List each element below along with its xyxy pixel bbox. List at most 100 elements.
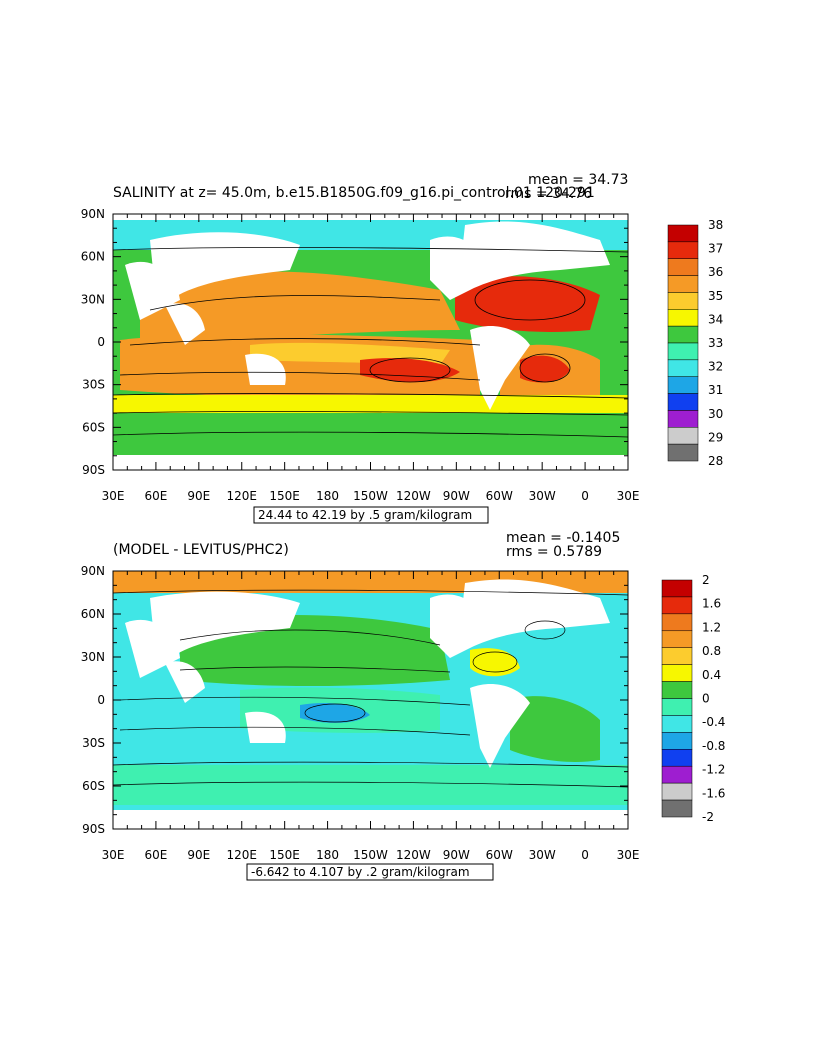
colorbar-label: 30 [708,407,723,421]
colorbar-swatch [668,377,698,394]
y-tick-label: 60N [81,250,105,264]
colorbar-swatch [668,225,698,242]
colorbar-swatch [662,597,692,614]
x-tick-label: 0 [581,848,589,862]
x-tick-label: 150W [353,489,388,503]
x-tick-label: 0 [581,489,589,503]
colorbar-label: -2 [702,810,714,824]
colorbar-label: 35 [708,289,723,303]
x-tick-label: 150E [269,848,300,862]
colorbar-swatch [662,665,692,682]
rms-stat: rms = 0.5789 [506,544,602,560]
y-tick-label: 30S [82,736,105,750]
colorbar-swatch [662,699,692,716]
x-tick-label: 180 [316,489,339,503]
colorbar-label: 1.6 [702,597,721,611]
y-tick-label: 30N [81,650,105,664]
colorbar-label: -1.2 [702,763,725,777]
x-tick-label: 30E [617,489,640,503]
colorbar-swatch [662,715,692,732]
x-tick-label: 120E [227,489,258,503]
colorbar-swatch [668,292,698,309]
x-axis-labels: 30E60E90E120E150E180150W120W90W60W30W030… [102,489,640,503]
colorbar-label: 0.4 [702,668,721,682]
colorbar-label: 36 [708,265,723,279]
colorbar-swatch [668,242,698,259]
x-tick-label: 30W [529,489,556,503]
y-tick-label: 90S [82,822,105,836]
y-tick-label: 30N [81,292,105,306]
y-axis-labels: 90N 60N 30N 0 30S 60S 90S [81,207,105,477]
colorbar-swatch [662,580,692,597]
colorbar-label: 28 [708,454,723,468]
x-tick-label: 150E [269,489,300,503]
x-tick-label: 90W [443,489,470,503]
x-tick-label: 60E [144,489,167,503]
y-tick-label: 60N [81,607,105,621]
panel-salinity: SALINITY at z= 45.0m, b.e15.B1850G.f09_g… [81,172,724,523]
colorbar-swatch [662,682,692,699]
colorbar-label: -1.6 [702,786,725,800]
colorbar-swatch [668,427,698,444]
y-tick-label: 60S [82,779,105,793]
y-tick-label: 90N [81,207,105,221]
rms-stat: rms = 34.76 [505,186,592,202]
x-tick-label: 90W [443,848,470,862]
colorbar-swatch [662,800,692,817]
colorbar-swatch [668,360,698,377]
x-tick-label: 30E [617,848,640,862]
colorbar-swatch [668,444,698,461]
colorbar-label: 34 [708,312,723,326]
y-tick-label: 60S [82,420,105,434]
colorbar-swatch [662,631,692,648]
y-tick-label: 0 [97,693,105,707]
x-tick-label: 90E [187,489,210,503]
colorbar-label: 32 [708,360,723,374]
colorbar: 2 1.6 1.2 0.8 0.4 0 -0.4 -0.8 -1.2 -1.6 -2 [662,573,725,824]
colorbar-label: 0 [702,692,710,706]
colorbar-swatch [662,766,692,783]
colorbar-swatch [662,648,692,665]
colorbar-swatch [668,326,698,343]
panel-title: (MODEL - LEVITUS/PHC2) [113,542,289,558]
x-axis-labels: 30E60E90E120E150E180150W120W90W60W30W030… [102,848,640,862]
y-axis-labels: 90N 60N 30N 0 30S 60S 90S [81,564,105,836]
x-tick-label: 180 [316,848,339,862]
colorbar-label: -0.4 [702,715,725,729]
colorbar-label: 38 [708,218,723,232]
y-tick-label: 90S [82,463,105,477]
colorbar-swatch [668,410,698,427]
x-tick-label: 30W [529,848,556,862]
x-tick-label: 120W [396,489,431,503]
colorbar-label: 1.2 [702,620,721,634]
x-tick-label: 150W [353,848,388,862]
x-tick-label: 60W [486,848,513,862]
colorbar-label: -0.8 [702,739,725,753]
colorbar-swatch [668,276,698,293]
x-tick-label: 120W [396,848,431,862]
zone-southern-yellow [113,395,628,413]
colorbar-label: 2 [702,573,710,587]
panel-difference: (MODEL - LEVITUS/PHC2) mean = -0.1405 rm… [81,530,726,880]
map-field [113,571,628,829]
colorbar-label: 0.8 [702,644,721,658]
colorbar-swatch [662,749,692,766]
x-tick-label: 60E [144,848,167,862]
range-note: 24.44 to 42.19 by .5 gram/kilogram [258,508,472,522]
y-tick-label: 90N [81,564,105,578]
colorbar-swatch [668,259,698,276]
colorbar-swatch [662,614,692,631]
x-tick-label: 120E [227,848,258,862]
y-tick-label: 30S [82,378,105,392]
map-field [113,214,628,470]
colorbar-swatch [662,783,692,800]
colorbar: 38 37 36 35 34 33 32 31 30 29 28 [668,218,723,468]
colorbar-label: 37 [708,242,723,256]
colorbar-label: 29 [708,430,723,444]
colorbar-label: 33 [708,336,723,350]
y-tick-label: 0 [97,335,105,349]
x-tick-label: 30E [102,489,125,503]
colorbar-swatch [668,309,698,326]
colorbar-label: 31 [708,383,723,397]
